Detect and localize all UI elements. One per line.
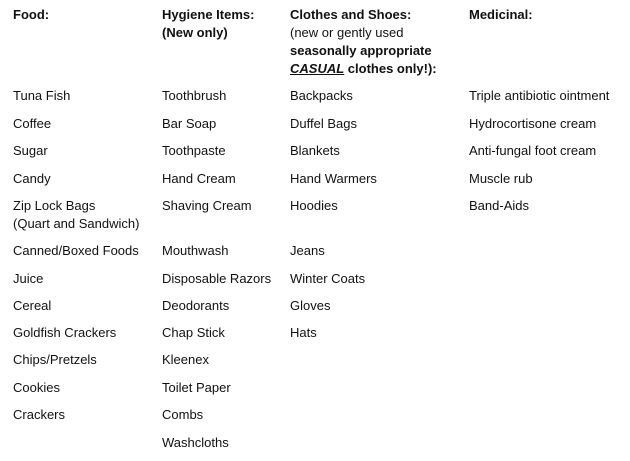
item-food: Goldfish Crackers: [13, 325, 117, 340]
item-clothes: Blankets: [290, 143, 340, 158]
item-clothes: Winter Coats: [290, 271, 366, 286]
item-medicinal: Band-Aids: [469, 198, 529, 213]
header-title: Medicinal:: [469, 7, 533, 22]
header-medicinal: Medicinal:: [469, 6, 533, 24]
casual-emphasis: CASUAL: [290, 61, 345, 76]
item-food: Canned/Boxed Foods: [13, 243, 139, 258]
item-medicinal: Hydrocortisone cream: [469, 116, 597, 131]
item-clothes: Jeans: [290, 243, 325, 258]
header-note: (New only): [162, 25, 228, 40]
item-hygiene: Kleenex: [162, 352, 209, 367]
header-title: Clothes and Shoes:: [290, 7, 412, 22]
item-clothes: Hand Warmers: [290, 171, 377, 186]
item-hygiene: Shaving Cream: [162, 198, 252, 213]
item-hygiene: Combs: [162, 407, 204, 422]
item-medicinal: Anti-fungal foot cream: [469, 143, 597, 158]
item-food: Zip Lock Bags: [13, 198, 96, 213]
item-food: (Quart and Sandwich): [13, 216, 140, 231]
item-food: Tuna Fish: [13, 88, 71, 103]
header-title: Hygiene Items:: [162, 7, 255, 22]
item-clothes: Hoodies: [290, 198, 338, 213]
header-clothes: Clothes and Shoes: (new or gently used s…: [290, 6, 437, 78]
item-hygiene: Hand Cream: [162, 171, 236, 186]
item-clothes: Hats: [290, 325, 317, 340]
item-hygiene: Chap Stick: [162, 325, 225, 340]
item-food: Candy: [13, 171, 51, 186]
item-medicinal: Triple antibiotic ointment: [469, 88, 610, 103]
item-clothes: Backpacks: [290, 88, 353, 103]
item-clothes: Gloves: [290, 298, 331, 313]
item-food: Juice: [13, 271, 44, 286]
item-food: Cereal: [13, 298, 52, 313]
header-food: Food:: [13, 6, 49, 24]
item-hygiene: Deodorants: [162, 298, 230, 313]
item-food: Coffee: [13, 116, 52, 131]
item-hygiene: Toilet Paper: [162, 380, 231, 395]
item-hygiene: Toothbrush: [162, 88, 227, 103]
header-hygiene: Hygiene Items: (New only): [162, 6, 254, 42]
item-clothes: Duffel Bags: [290, 116, 357, 131]
item-food: Chips/Pretzels: [13, 352, 97, 367]
item-hygiene: Disposable Razors: [162, 271, 272, 286]
header-note: (new or gently used: [290, 25, 404, 40]
item-food: Cookies: [13, 380, 60, 395]
item-hygiene: Mouthwash: [162, 243, 229, 258]
header-note-end: clothes only!):: [344, 61, 437, 76]
item-hygiene: Toothpaste: [162, 143, 226, 158]
item-medicinal: Muscle rub: [469, 171, 533, 186]
item-food: Sugar: [13, 143, 48, 158]
header-note-line: CASUAL clothes only!):: [290, 60, 437, 78]
item-hygiene: Washcloths: [162, 435, 229, 450]
item-food: Crackers: [13, 407, 66, 422]
item-hygiene: Bar Soap: [162, 116, 217, 131]
header-note-bold: seasonally appropriate: [290, 43, 432, 58]
header-title: Food:: [13, 7, 50, 22]
